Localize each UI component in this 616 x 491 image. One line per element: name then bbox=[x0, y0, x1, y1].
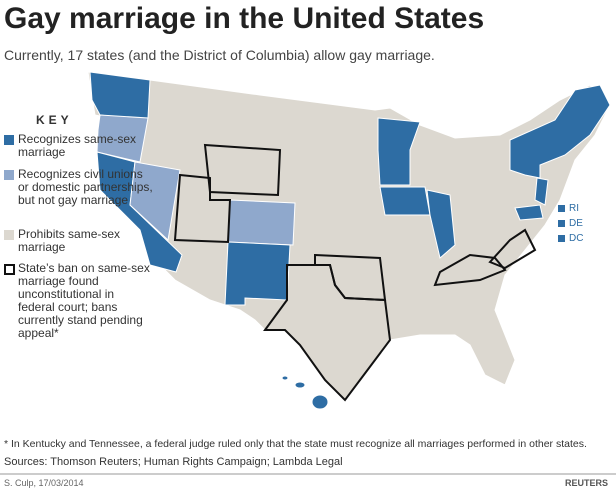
state-hawaii bbox=[294, 381, 306, 389]
state-hawaii bbox=[311, 394, 329, 410]
us-outline bbox=[87, 71, 611, 401]
state-new-jersey bbox=[534, 177, 549, 206]
footnote: * In Kentucky and Tennessee, a federal j… bbox=[4, 438, 587, 450]
ban-kentucky-tennessee bbox=[433, 253, 507, 287]
ban-virginia bbox=[488, 228, 537, 270]
key-item: State’s ban on same-sex marriage found u… bbox=[4, 262, 154, 340]
ban-utah bbox=[173, 173, 232, 244]
state-new-mexico bbox=[224, 241, 291, 306]
state-hawaii bbox=[281, 375, 289, 381]
swatch bbox=[558, 220, 565, 227]
swatch bbox=[558, 205, 565, 212]
state-colorado bbox=[227, 199, 296, 246]
state-iowa bbox=[379, 186, 431, 216]
key-label: Recognizes same-sex marriage bbox=[18, 132, 137, 159]
state-northeast bbox=[509, 84, 611, 179]
ban-texas bbox=[263, 264, 392, 402]
title: Gay marriage in the United States bbox=[4, 2, 485, 35]
logo: REUTERS bbox=[564, 478, 608, 488]
state-oregon bbox=[96, 114, 149, 163]
key-label: State’s ban on same-sex marriage found u… bbox=[18, 261, 150, 340]
map-label: DE bbox=[569, 218, 583, 229]
key-item: Prohibits same-sex marriage bbox=[4, 228, 154, 254]
sources: Sources: Thomson Reuters; Human Rights C… bbox=[4, 456, 343, 468]
subtitle: Currently, 17 states (and the District o… bbox=[4, 47, 435, 63]
credit: S. Culp, 17/03/2014 bbox=[4, 478, 84, 488]
map-label: RI bbox=[569, 203, 579, 214]
map-label: DC bbox=[569, 233, 584, 244]
key-item: Recognizes same-sex marriage bbox=[4, 133, 154, 159]
key-item: Recognizes civil unions or domestic part… bbox=[4, 168, 154, 207]
key-label: Recognizes civil unions or domestic part… bbox=[18, 167, 153, 207]
swatch bbox=[558, 235, 565, 242]
state-minnesota bbox=[377, 117, 421, 186]
state-washington bbox=[89, 71, 151, 119]
state-nevada bbox=[129, 161, 181, 241]
key-title: KEY bbox=[36, 113, 73, 127]
key-label: Prohibits same-sex marriage bbox=[18, 227, 121, 254]
ban-wyoming bbox=[203, 143, 282, 197]
state-illinois bbox=[426, 189, 456, 259]
state-maryland-delaware bbox=[514, 204, 544, 221]
